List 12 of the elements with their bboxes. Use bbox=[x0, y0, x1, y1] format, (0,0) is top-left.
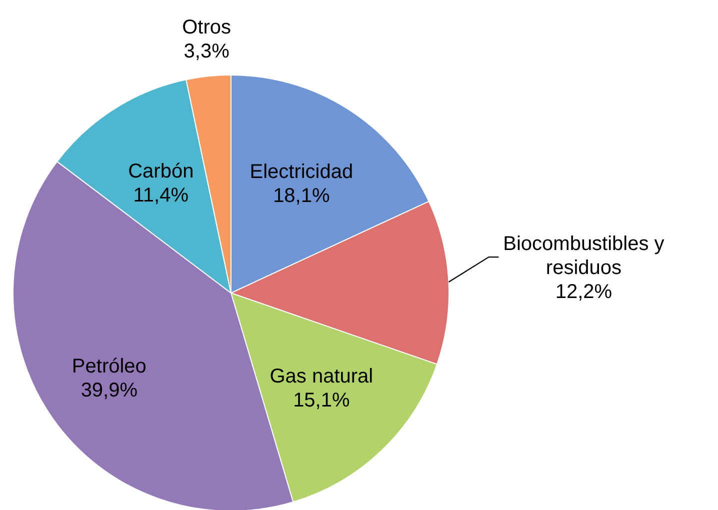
slice-label: Gas natural bbox=[270, 366, 374, 388]
data-label: 12,2% bbox=[555, 281, 612, 304]
data-label: 3,3% bbox=[184, 40, 230, 62]
data-label: 15,1% bbox=[293, 390, 350, 412]
data-label: 39,9% bbox=[80, 379, 138, 402]
slice-label: Petróleo bbox=[72, 355, 146, 378]
slice-label: Electricidad bbox=[250, 160, 354, 183]
slice-label: Otros bbox=[182, 16, 232, 38]
slice-label: Biocombustibles y residuos bbox=[503, 233, 664, 280]
slice-label: Carbón bbox=[128, 160, 194, 183]
data-label: 18,1% bbox=[273, 184, 330, 207]
data-label: 11,4% bbox=[133, 184, 189, 207]
